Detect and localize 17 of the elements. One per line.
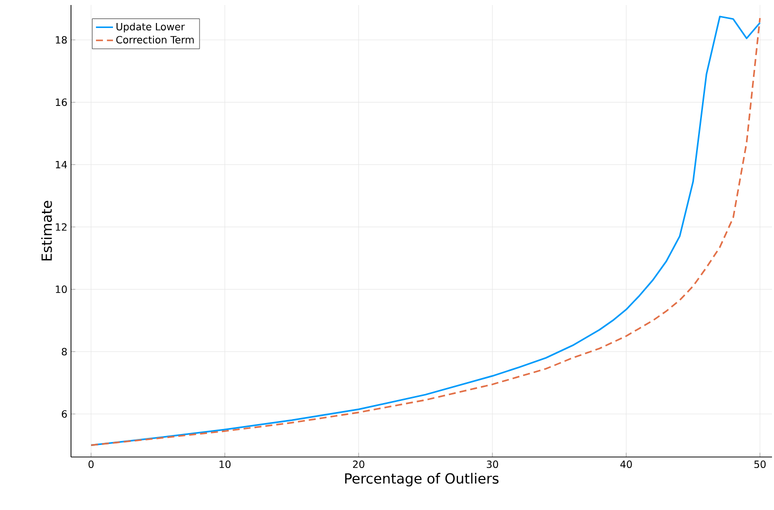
x-tick-label: 0: [88, 460, 94, 468]
y-tick-label: 8: [62, 348, 67, 356]
x-tick-label: 50: [754, 460, 766, 468]
y-tick-label: 16: [56, 98, 67, 106]
x-tick-label: 20: [353, 460, 364, 468]
y-axis-title: Estimate: [41, 200, 52, 260]
legend-label: Update Lower: [116, 22, 185, 32]
y-tick-label: 14: [56, 160, 67, 168]
y-tick-label: 18: [56, 36, 67, 44]
y-tick-label: 10: [56, 286, 67, 294]
x-axis-title: Percentage of Outliers: [345, 472, 499, 486]
x-tick-label: 40: [620, 460, 632, 468]
y-tick-label: 12: [56, 223, 66, 231]
y-tick-label: 6: [62, 410, 67, 418]
x-tick-label: 30: [486, 460, 498, 468]
legend-label: Correction Term: [116, 36, 194, 44]
x-tick-label: 10: [220, 460, 231, 468]
